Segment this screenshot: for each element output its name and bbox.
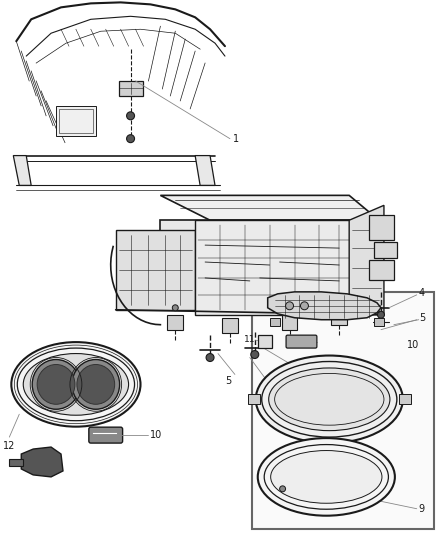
Polygon shape [160, 220, 349, 310]
Text: 10: 10 [150, 430, 162, 440]
Polygon shape [282, 315, 297, 330]
Text: 5: 5 [225, 376, 231, 386]
Ellipse shape [256, 356, 403, 443]
Polygon shape [374, 242, 397, 258]
Polygon shape [116, 230, 195, 310]
Circle shape [336, 308, 342, 314]
Circle shape [279, 486, 286, 492]
Polygon shape [268, 292, 381, 320]
Polygon shape [248, 394, 260, 404]
Circle shape [127, 112, 134, 120]
Circle shape [378, 311, 385, 318]
Polygon shape [369, 215, 394, 240]
FancyBboxPatch shape [89, 427, 123, 443]
Text: 12: 12 [4, 441, 16, 451]
Polygon shape [195, 220, 354, 315]
Polygon shape [119, 81, 144, 96]
Polygon shape [270, 318, 279, 326]
Circle shape [206, 353, 214, 361]
Polygon shape [374, 318, 384, 326]
Text: 5: 5 [419, 313, 425, 323]
Ellipse shape [37, 365, 75, 404]
FancyBboxPatch shape [286, 335, 317, 348]
Circle shape [251, 351, 259, 359]
Polygon shape [222, 318, 238, 333]
Polygon shape [167, 315, 183, 330]
Text: 10: 10 [406, 340, 419, 350]
Ellipse shape [11, 342, 141, 426]
Ellipse shape [268, 368, 390, 431]
Bar [252, 292, 434, 529]
Circle shape [127, 135, 134, 143]
Text: 9: 9 [419, 504, 425, 514]
Ellipse shape [72, 360, 120, 409]
Ellipse shape [23, 353, 129, 415]
Text: 11: 11 [244, 335, 256, 344]
Ellipse shape [32, 360, 80, 409]
Circle shape [300, 302, 308, 310]
Polygon shape [399, 394, 411, 404]
Polygon shape [258, 335, 272, 348]
Ellipse shape [271, 450, 382, 503]
Polygon shape [56, 106, 96, 136]
Polygon shape [369, 260, 394, 280]
Text: 4: 4 [419, 288, 425, 298]
Polygon shape [195, 156, 215, 185]
Polygon shape [349, 205, 384, 315]
Circle shape [286, 302, 293, 310]
Text: 8: 8 [265, 384, 271, 394]
Ellipse shape [258, 438, 395, 516]
Polygon shape [21, 447, 63, 477]
Polygon shape [13, 156, 31, 185]
Polygon shape [9, 459, 23, 466]
Circle shape [172, 305, 178, 311]
Text: 1: 1 [233, 134, 239, 144]
Polygon shape [160, 196, 379, 220]
Text: 4: 4 [303, 367, 309, 376]
Ellipse shape [77, 365, 115, 404]
Polygon shape [331, 310, 347, 325]
